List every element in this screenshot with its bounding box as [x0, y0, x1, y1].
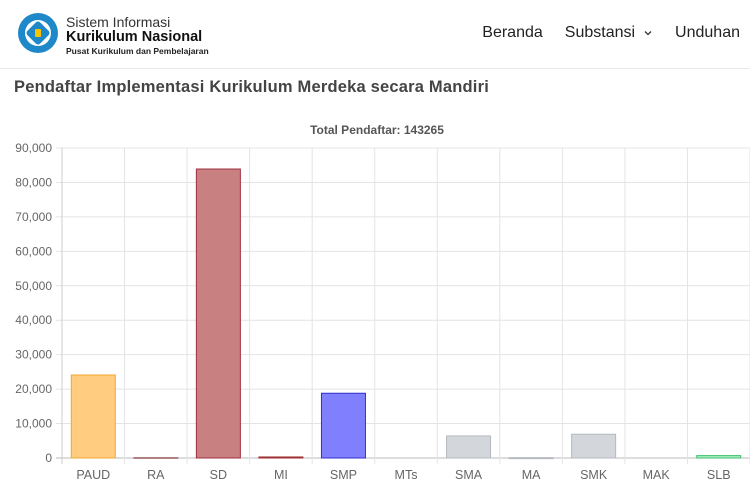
- x-tick-label: RA: [147, 468, 165, 482]
- x-tick-label: PAUD: [76, 468, 110, 482]
- brand-line-2: Kurikulum Nasional: [66, 29, 203, 45]
- bar-chart: 0 10,000 20,000 30,000 40,000 50,000 60,000 70,…: [15, 123, 750, 482]
- kemdikbud-logo-icon: [18, 13, 58, 53]
- x-tick-label: SD: [210, 468, 227, 482]
- x-tick-label: SMA: [455, 468, 483, 482]
- bar-slb[interactable]: [696, 455, 742, 459]
- y-tick-label: 50,000: [15, 279, 52, 293]
- bar-mi[interactable]: [258, 456, 304, 459]
- brand-text: Sistem Informasi Kurikulum Nasional Pusa…: [66, 13, 209, 55]
- nav-item-substansi[interactable]: Substansi: [565, 24, 653, 42]
- y-tick-label: 60,000: [15, 244, 52, 258]
- nav-item-label: Unduhan: [675, 24, 740, 41]
- nav-item-unduhan[interactable]: Unduhan: [675, 24, 740, 42]
- y-tick-label: 80,000: [15, 175, 52, 189]
- chart-title: Total Pendaftar: 143265: [310, 123, 444, 137]
- bar-sma[interactable]: [446, 435, 492, 459]
- site-header: Sistem Informasi Kurikulum Nasional Pusa…: [0, 0, 750, 69]
- x-tick-label: SLB: [707, 468, 731, 482]
- bar-ra[interactable]: [133, 456, 179, 459]
- nav-item-label: Beranda: [482, 24, 543, 41]
- x-tick-label: MTs: [395, 468, 418, 482]
- y-tick-label: 20,000: [15, 382, 52, 396]
- y-tick-label: 70,000: [15, 210, 52, 224]
- chevron-down-icon: [644, 31, 652, 36]
- y-tick-label: 90,000: [15, 141, 52, 155]
- page-title: Pendaftar Implementasi Kurikulum Merdeka…: [14, 78, 489, 96]
- brand-line-3: Pusat Kurikulum dan Pembelajaran: [66, 45, 209, 56]
- main-nav: Beranda Substansi Unduhan: [460, 24, 740, 42]
- x-tick-label: MAK: [643, 468, 671, 482]
- y-tick-label: 0: [45, 451, 52, 465]
- y-tick-label: 10,000: [15, 417, 52, 431]
- brand-line-1: Sistem Informasi: [66, 14, 171, 30]
- bar-paud[interactable]: [70, 374, 116, 459]
- x-tick-label: MI: [274, 468, 288, 482]
- y-tick-label: 40,000: [15, 313, 52, 327]
- x-tick-label: MA: [522, 468, 541, 482]
- brand-link[interactable]: Sistem Informasi Kurikulum Nasional Pusa…: [18, 13, 209, 55]
- bar-smk[interactable]: [571, 433, 617, 459]
- nav-item-label: Substansi: [564, 24, 636, 41]
- bar-sd[interactable]: [195, 168, 241, 459]
- x-tick-label: SMP: [330, 468, 357, 482]
- nav-item-beranda[interactable]: Beranda: [482, 24, 543, 42]
- x-tick-label: SMK: [580, 468, 608, 482]
- bar-smp[interactable]: [320, 392, 366, 459]
- y-tick-label: 30,000: [15, 348, 52, 362]
- bar-ma[interactable]: [508, 457, 554, 460]
